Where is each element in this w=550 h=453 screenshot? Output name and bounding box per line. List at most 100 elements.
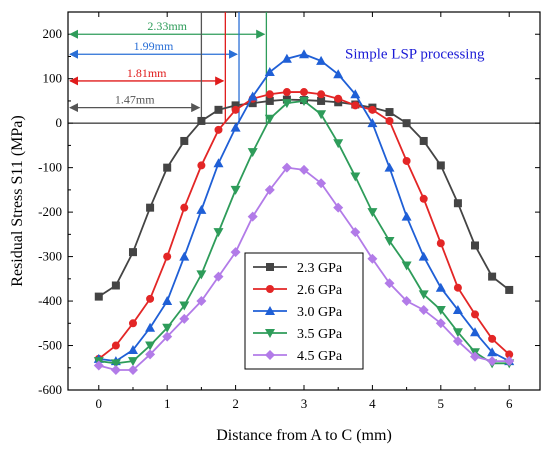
legend-label: 3.5 GPa <box>297 327 343 342</box>
data-point-circle <box>385 116 394 125</box>
data-point-triangle-up <box>435 282 446 292</box>
data-point-triangle-up <box>264 67 275 77</box>
data-point-square <box>402 119 411 128</box>
chart-annotation: Simple LSP processing <box>345 47 485 63</box>
data-point-triangle-up <box>333 69 344 79</box>
data-point-triangle-up <box>179 251 190 261</box>
data-point-circle <box>282 88 291 97</box>
data-point-diamond <box>418 304 429 315</box>
data-point-diamond <box>470 351 481 362</box>
data-point-circle <box>214 125 223 134</box>
data-point-circle <box>453 283 462 292</box>
data-point-diamond <box>213 271 224 282</box>
series-2-6-gpa <box>94 88 514 363</box>
width-label: 1.99mm <box>134 39 174 53</box>
data-point-triangle-up <box>299 49 309 59</box>
data-point-circle <box>419 194 428 203</box>
y-axis-title: Residual Stress S11 (MPa) <box>9 115 26 286</box>
data-point-circle <box>505 350 514 359</box>
data-point-square <box>419 136 428 145</box>
data-point-diamond <box>196 296 207 307</box>
data-point-triangle-down <box>281 99 292 109</box>
data-point-square <box>471 241 480 250</box>
data-point-circle <box>351 101 360 110</box>
data-point-diamond <box>452 336 463 347</box>
data-point-triangle-down <box>230 185 241 195</box>
data-point-triangle-down <box>213 228 224 238</box>
legend-label: 2.6 GPa <box>297 283 343 298</box>
data-point-triangle-down <box>110 359 121 369</box>
data-point-diamond <box>162 331 173 342</box>
x-tick-label: 5 <box>438 396 445 411</box>
data-point-triangle-down <box>145 341 156 351</box>
data-point-circle <box>265 90 274 99</box>
x-axis-title: Distance from A to C (mm) <box>216 427 392 444</box>
data-point-square <box>163 163 172 172</box>
data-point-circle <box>231 105 240 114</box>
data-point-square <box>488 272 497 281</box>
data-point-square <box>453 199 462 208</box>
data-point-triangle-up <box>162 296 173 306</box>
data-point-diamond <box>367 253 378 264</box>
y-tick-label: -500 <box>38 338 62 353</box>
x-tick-label: 3 <box>301 396 308 411</box>
data-point-square <box>266 263 274 271</box>
data-point-diamond <box>145 349 156 360</box>
data-point-circle <box>368 105 377 114</box>
y-tick-label: 200 <box>43 26 63 41</box>
data-point-diamond <box>110 364 121 375</box>
x-tick-label: 6 <box>506 396 513 411</box>
width-label: 1.81mm <box>127 66 167 80</box>
y-tick-label: -600 <box>38 382 62 397</box>
width-annotations: 2.33mm 1.99mm 1.81mm 1.47mm <box>69 12 268 124</box>
data-point-circle <box>146 294 155 303</box>
data-point-triangle-up <box>470 327 481 337</box>
x-tick-label: 0 <box>96 396 103 411</box>
y-tick-label: 0 <box>56 115 63 130</box>
data-point-square <box>94 292 103 301</box>
data-point-diamond <box>265 350 275 360</box>
data-point-diamond <box>281 162 292 173</box>
data-point-triangle-up <box>401 211 412 221</box>
data-point-circle <box>266 285 274 293</box>
data-point-triangle-up <box>487 347 498 357</box>
y-tick-label: 100 <box>43 71 63 86</box>
data-point-diamond <box>230 247 241 258</box>
data-point-diamond <box>247 211 258 222</box>
data-point-triangle-down <box>265 329 275 338</box>
legend: 2.3 GPa 2.6 GPa 3.0 GPa 3.5 GPa 4.5 GPa <box>244 252 364 370</box>
data-point-diamond <box>384 278 395 289</box>
data-point-diamond <box>333 202 344 213</box>
data-point-triangle-down <box>162 323 173 333</box>
data-point-triangle-down <box>384 237 395 247</box>
data-point-triangle-up <box>367 118 378 128</box>
data-point-triangle-down <box>264 114 275 124</box>
series-4-5-gpa <box>93 162 515 375</box>
data-point-diamond <box>316 178 327 189</box>
data-point-square <box>111 281 120 290</box>
data-point-diamond <box>93 360 104 371</box>
data-point-circle <box>128 319 137 328</box>
data-point-triangle-up <box>230 122 241 132</box>
data-point-triangle-down <box>247 148 258 158</box>
width-label: 2.33mm <box>147 19 187 33</box>
data-point-triangle-down <box>435 305 446 315</box>
data-point-triangle-down <box>418 290 429 300</box>
data-point-triangle-down <box>196 270 207 280</box>
data-point-triangle-up <box>281 53 292 63</box>
y-tick-label: -300 <box>38 249 62 264</box>
data-point-square <box>265 96 274 105</box>
data-point-triangle-down <box>333 139 344 149</box>
axes-layer: -600 -500 -400 -300 -200 -100 0 100 200 0 1 2 3 4 5 6 <box>38 11 541 411</box>
data-point-diamond <box>127 364 138 375</box>
legend-label: 3.0 GPa <box>297 305 343 320</box>
data-point-circle <box>111 341 120 350</box>
data-point-triangle-up <box>247 91 258 101</box>
data-point-triangle-up <box>196 204 207 214</box>
data-point-diamond <box>264 184 275 195</box>
data-point-circle <box>436 239 445 248</box>
data-point-triangle-up <box>350 89 361 99</box>
y-tick-label: -200 <box>38 204 62 219</box>
data-point-square <box>436 161 445 170</box>
data-point-triangle-up <box>127 344 138 354</box>
